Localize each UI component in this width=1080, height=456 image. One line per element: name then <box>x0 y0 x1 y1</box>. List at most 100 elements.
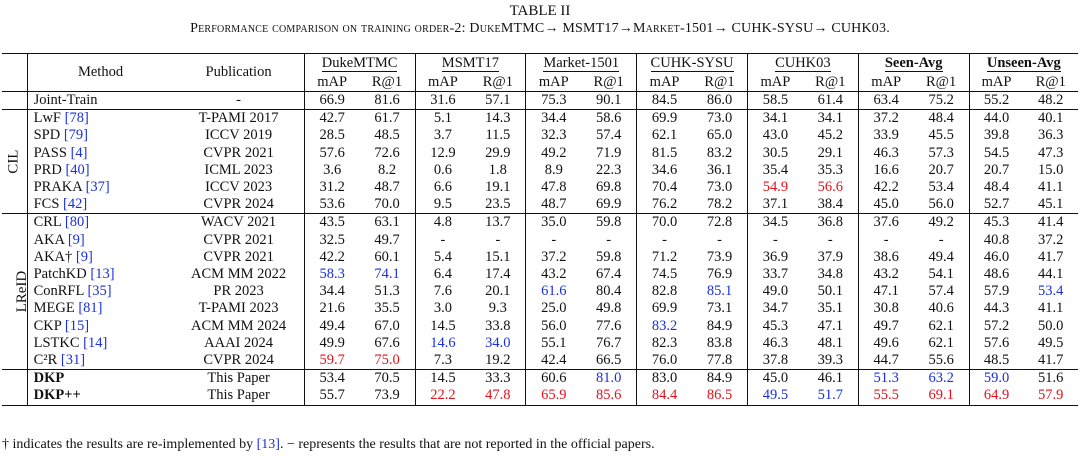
value-cell: 51.7 <box>817 387 843 404</box>
header-row-datasets: Method Publication DukeMTMC MSMT17 Marke… <box>2 53 1078 92</box>
value-cell: 45.0 <box>746 369 803 388</box>
value-cell: 73.0 <box>706 179 733 196</box>
value-cell: 63.4 <box>857 91 914 110</box>
group-header-spacer <box>2 53 28 92</box>
value-cell: 48.5 <box>374 127 400 144</box>
value-cell: 44.1 <box>1038 266 1064 283</box>
value-cell: 12.9 <box>414 144 471 162</box>
value-cell: 74.1 <box>374 266 400 283</box>
value-cell: 20.7 <box>968 161 1024 180</box>
value-cell: 51.3 <box>374 283 400 300</box>
results-table: Method Publication DukeMTMC MSMT17 Marke… <box>2 53 1078 406</box>
value-cell: 48.5 <box>968 352 1024 370</box>
value-cell: 46.0 <box>968 248 1024 267</box>
value-cell: 62.1 <box>928 317 954 334</box>
value-cell: 76.9 <box>706 266 733 283</box>
table-row: CIL LwF [78] T-PAMI 2017 42.7 61.7 5.1 14.3 34.… <box>2 109 1078 214</box>
value-cell: 46.1 <box>817 370 843 387</box>
metric-header: mAP <box>857 73 914 92</box>
citation-link[interactable]: [81] <box>78 300 103 317</box>
value-cell: 73.0 <box>706 110 733 127</box>
metric-header: R@1 <box>704 74 735 90</box>
citation-link[interactable]: [80] <box>64 214 90 231</box>
citation-link[interactable]: [15] <box>64 317 90 334</box>
citation-link[interactable]: [35] <box>87 283 112 300</box>
publication: ICML 2023 <box>204 161 273 178</box>
value-cell: 66.5 <box>595 352 622 369</box>
value-cell: 7.6 <box>414 283 471 301</box>
citation-link[interactable]: [4] <box>70 144 88 161</box>
value-cell: 46.3 <box>746 334 803 353</box>
value-cell: 69.8 <box>595 179 622 196</box>
method-name: C²R [31] <box>27 352 173 370</box>
table-row: PRD [40] ICML 2023 3.6 8.2 0.6 1.8 8.9 22.3 34.6… <box>2 161 1078 180</box>
value-cell: 54.1 <box>928 266 954 283</box>
value-cell: 22.2 <box>414 387 471 406</box>
value-cell: 15.0 <box>1038 161 1064 178</box>
value-cell: 49.2 <box>525 144 582 162</box>
value-cell: 81.0 <box>595 370 622 387</box>
value-cell: 57.6 <box>968 334 1024 353</box>
value-cell: 32.3 <box>525 127 582 145</box>
value-cell: 57.3 <box>928 144 954 161</box>
method-name: AKA [9] <box>27 232 173 249</box>
value-cell: 82.3 <box>636 334 693 353</box>
value-cell: 20.1 <box>485 283 511 300</box>
value-cell: 47.3 <box>1038 144 1064 161</box>
citation-link[interactable]: [79] <box>63 127 88 144</box>
citation-link[interactable]: [9] <box>75 248 93 265</box>
value-cell: 29.9 <box>485 144 511 161</box>
value-cell: 86.5 <box>706 387 733 404</box>
value-cell: 36.9 <box>746 248 803 267</box>
value-cell: 42.7 <box>303 109 360 128</box>
metric-header: R@1 <box>593 74 624 90</box>
value-cell: 34.6 <box>636 161 693 180</box>
value-cell: 45.5 <box>928 127 954 144</box>
value-cell: 50.0 <box>1038 317 1064 334</box>
value-cell: 86.0 <box>706 92 733 108</box>
citation-link[interactable]: [42] <box>63 196 88 213</box>
method-label: MEGE <box>33 300 75 317</box>
value-cell: 85.6 <box>595 387 622 404</box>
value-cell: 34.4 <box>525 109 582 128</box>
value-cell: 48.7 <box>374 179 400 196</box>
value-cell: 6.4 <box>414 266 471 284</box>
value-cell: 44.0 <box>968 109 1024 128</box>
value-cell: 38.4 <box>817 196 843 213</box>
value-cell: 3.6 <box>303 161 360 180</box>
citation-link[interactable]: [31] <box>60 352 86 369</box>
citation-link[interactable]: [14] <box>83 334 108 351</box>
method-label: SPD <box>33 127 61 144</box>
value-cell: 67.6 <box>374 334 400 351</box>
method-label: PRAKA <box>33 179 82 196</box>
method-name: Joint-Train <box>33 92 98 108</box>
citation-link[interactable]: [40] <box>65 161 90 178</box>
value-cell: 34.8 <box>817 266 843 283</box>
metric-header: R@1 <box>815 74 846 90</box>
value-cell: 70.5 <box>374 370 400 387</box>
group-label-empty <box>2 387 28 406</box>
method-label: AKA† <box>33 248 73 265</box>
value-cell: 9.5 <box>414 196 471 214</box>
value-cell: 76.0 <box>636 352 693 370</box>
citation-link[interactable]: [9] <box>67 231 85 248</box>
value-cell: 14.6 <box>414 334 471 353</box>
citation-link[interactable]: [13] <box>90 266 115 283</box>
value-cell: 25.0 <box>525 300 582 318</box>
value-cell: 8.9 <box>525 161 582 180</box>
value-cell: 48.4 <box>968 179 1024 197</box>
citation-link[interactable]: [78] <box>64 110 89 127</box>
value-cell: 53.4 <box>303 369 360 388</box>
value-cell: 57.4 <box>928 283 954 300</box>
method-label: LSTKC <box>33 334 80 351</box>
value-cell: 28.5 <box>303 127 360 145</box>
value-cell: 51.3 <box>857 369 914 388</box>
value-cell: 83.2 <box>706 144 733 161</box>
footnote-citation[interactable]: [13] <box>256 437 280 452</box>
publication-header: Publication <box>205 64 272 80</box>
publication: T-PAMI 2023 <box>198 300 279 317</box>
header-row-metrics: mAP R@1 mAP R@1 mAP R@1 mAP R@1 mAP R@1 mAP R@1 mAP R… <box>2 73 1078 92</box>
citation-link[interactable]: [37] <box>85 179 110 196</box>
value-cell: 49.4 <box>928 248 954 265</box>
value-cell: 59.8 <box>595 248 622 265</box>
